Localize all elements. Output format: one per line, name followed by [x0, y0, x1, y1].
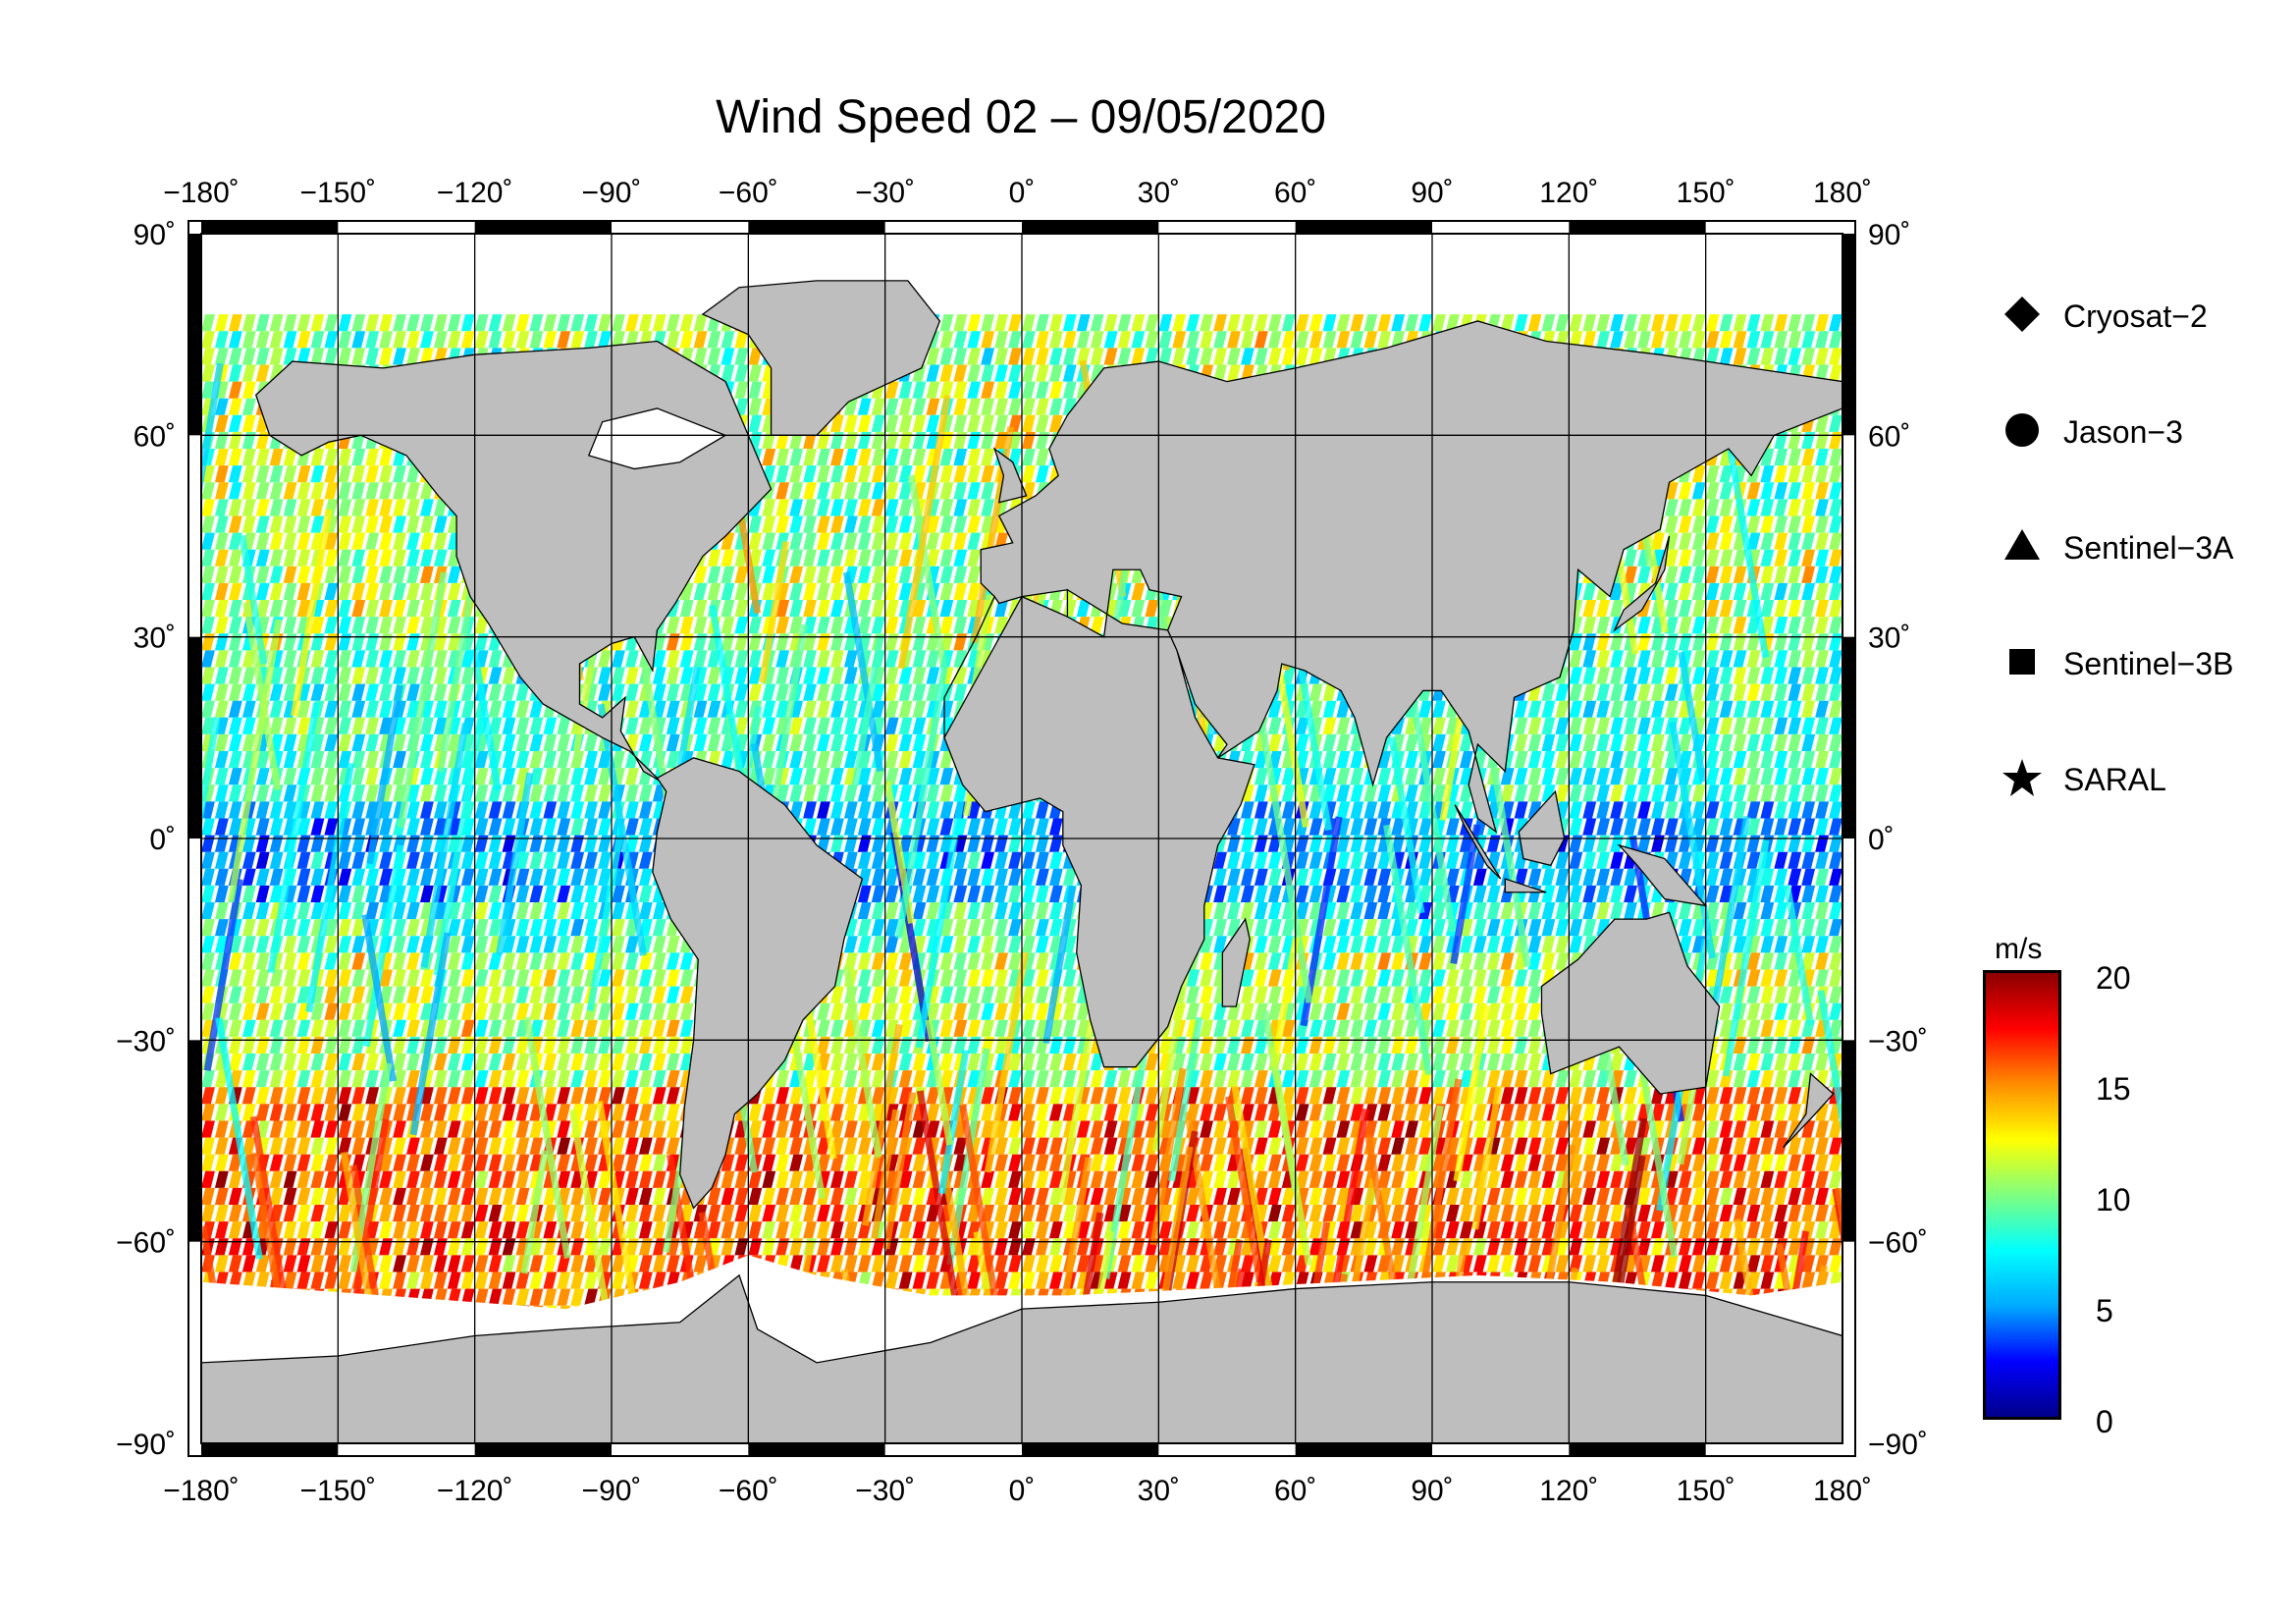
satellite-legend: Cryosat−2 Jason−3 Sentinel−3A Sentinel−3… [1983, 295, 2277, 874]
lon-tick-top: −30˚ [855, 177, 915, 209]
lon-tick-bottom: −60˚ [719, 1475, 778, 1507]
lon-tick-top: −60˚ [719, 177, 778, 209]
diamond-icon [2004, 297, 2040, 332]
lat-tick-right: 30˚ [1868, 622, 1910, 655]
lat-tick-left: −90˚ [116, 1429, 176, 1461]
lat-tick-left: 30˚ [133, 622, 176, 655]
lon-tick-bottom: 90˚ [1411, 1475, 1453, 1507]
legend-label: Jason−3 [2063, 414, 2183, 450]
legend-item-saral: SARAL [1983, 758, 2277, 874]
legend-item-sentinel-3a: Sentinel−3A [1983, 526, 2277, 642]
colorbar-tick: 5 [2096, 1293, 2113, 1328]
square-icon [2009, 649, 2035, 675]
lon-tick-bottom: 120˚ [1539, 1475, 1598, 1507]
land-1 [701, 280, 941, 436]
lat-tick-left: 60˚ [133, 420, 176, 453]
lat-tick-left: 0˚ [149, 824, 176, 856]
lon-tick-top: 90˚ [1411, 177, 1453, 209]
legend-label: Cryosat−2 [2063, 298, 2208, 334]
land-3 [943, 320, 1842, 1068]
lon-tick-bottom: −150˚ [300, 1475, 377, 1507]
graticule [201, 234, 1842, 1443]
lat-tick-left: −60˚ [116, 1227, 176, 1260]
colorbar-unit: m/s [1995, 933, 2043, 965]
lat-tick-right: 0˚ [1868, 824, 1895, 856]
legend-item-cryosat: Cryosat−2 [1983, 295, 2277, 410]
chart-title: Wind Speed 02 – 09/05/2020 [716, 91, 1326, 143]
tick-labels: −180˚ −180˚ −150˚ −150˚ −120˚ −120˚ −90˚ −90˚ −6… [116, 177, 1928, 1507]
colorbar-tick: 10 [2096, 1182, 2131, 1217]
colorbar: m/s 20 15 10 5 0 [1973, 933, 2169, 1443]
lon-tick-bottom: −180˚ [163, 1475, 240, 1507]
colorbar-tick: 0 [2096, 1404, 2113, 1439]
lon-tick-bottom: −30˚ [855, 1475, 915, 1507]
legend-item-jason: Jason−3 [1983, 410, 2277, 526]
legend-item-sentinel-3b: Sentinel−3B [1983, 642, 2277, 758]
lon-tick-top: 150˚ [1677, 177, 1735, 209]
lon-tick-bottom: −90˚ [582, 1475, 642, 1507]
map-frame [187, 220, 1856, 1457]
lat-tick-right: 90˚ [1868, 219, 1910, 251]
lon-tick-bottom: 0˚ [1009, 1475, 1036, 1507]
lat-tick-right: −30˚ [1868, 1025, 1928, 1057]
lon-tick-top: 30˚ [1138, 177, 1180, 209]
triangle-icon [2004, 529, 2040, 560]
colorbar-gradient [1983, 970, 2061, 1420]
lon-tick-top: 120˚ [1539, 177, 1598, 209]
lat-tick-right: −90˚ [1868, 1429, 1928, 1461]
lon-tick-top: 180˚ [1813, 177, 1872, 209]
colorbar-tick: 20 [2096, 960, 2131, 996]
lon-tick-top: −180˚ [163, 177, 240, 209]
lon-tick-top: −150˚ [300, 177, 377, 209]
star-icon [2002, 759, 2042, 796]
lon-tick-bottom: −120˚ [437, 1475, 513, 1507]
lat-tick-right: −60˚ [1868, 1227, 1928, 1260]
circle-icon [2005, 413, 2039, 447]
lon-tick-top: 60˚ [1274, 177, 1316, 209]
lon-tick-top: −120˚ [437, 177, 513, 209]
colorbar-tick: 15 [2096, 1071, 2131, 1107]
lon-tick-top: −90˚ [582, 177, 642, 209]
lon-tick-bottom: 150˚ [1677, 1475, 1735, 1507]
lon-tick-bottom: 60˚ [1274, 1475, 1316, 1507]
lon-tick-top: 0˚ [1009, 177, 1036, 209]
lat-tick-left: −30˚ [116, 1025, 176, 1057]
lon-tick-bottom: 180˚ [1813, 1475, 1872, 1507]
legend-label: SARAL [2063, 762, 2166, 797]
lon-tick-bottom: 30˚ [1138, 1475, 1180, 1507]
legend-label: Sentinel−3B [2063, 646, 2234, 681]
lat-tick-right: 60˚ [1868, 420, 1910, 453]
legend-label: Sentinel−3A [2063, 530, 2234, 566]
lat-tick-left: 90˚ [133, 219, 176, 251]
